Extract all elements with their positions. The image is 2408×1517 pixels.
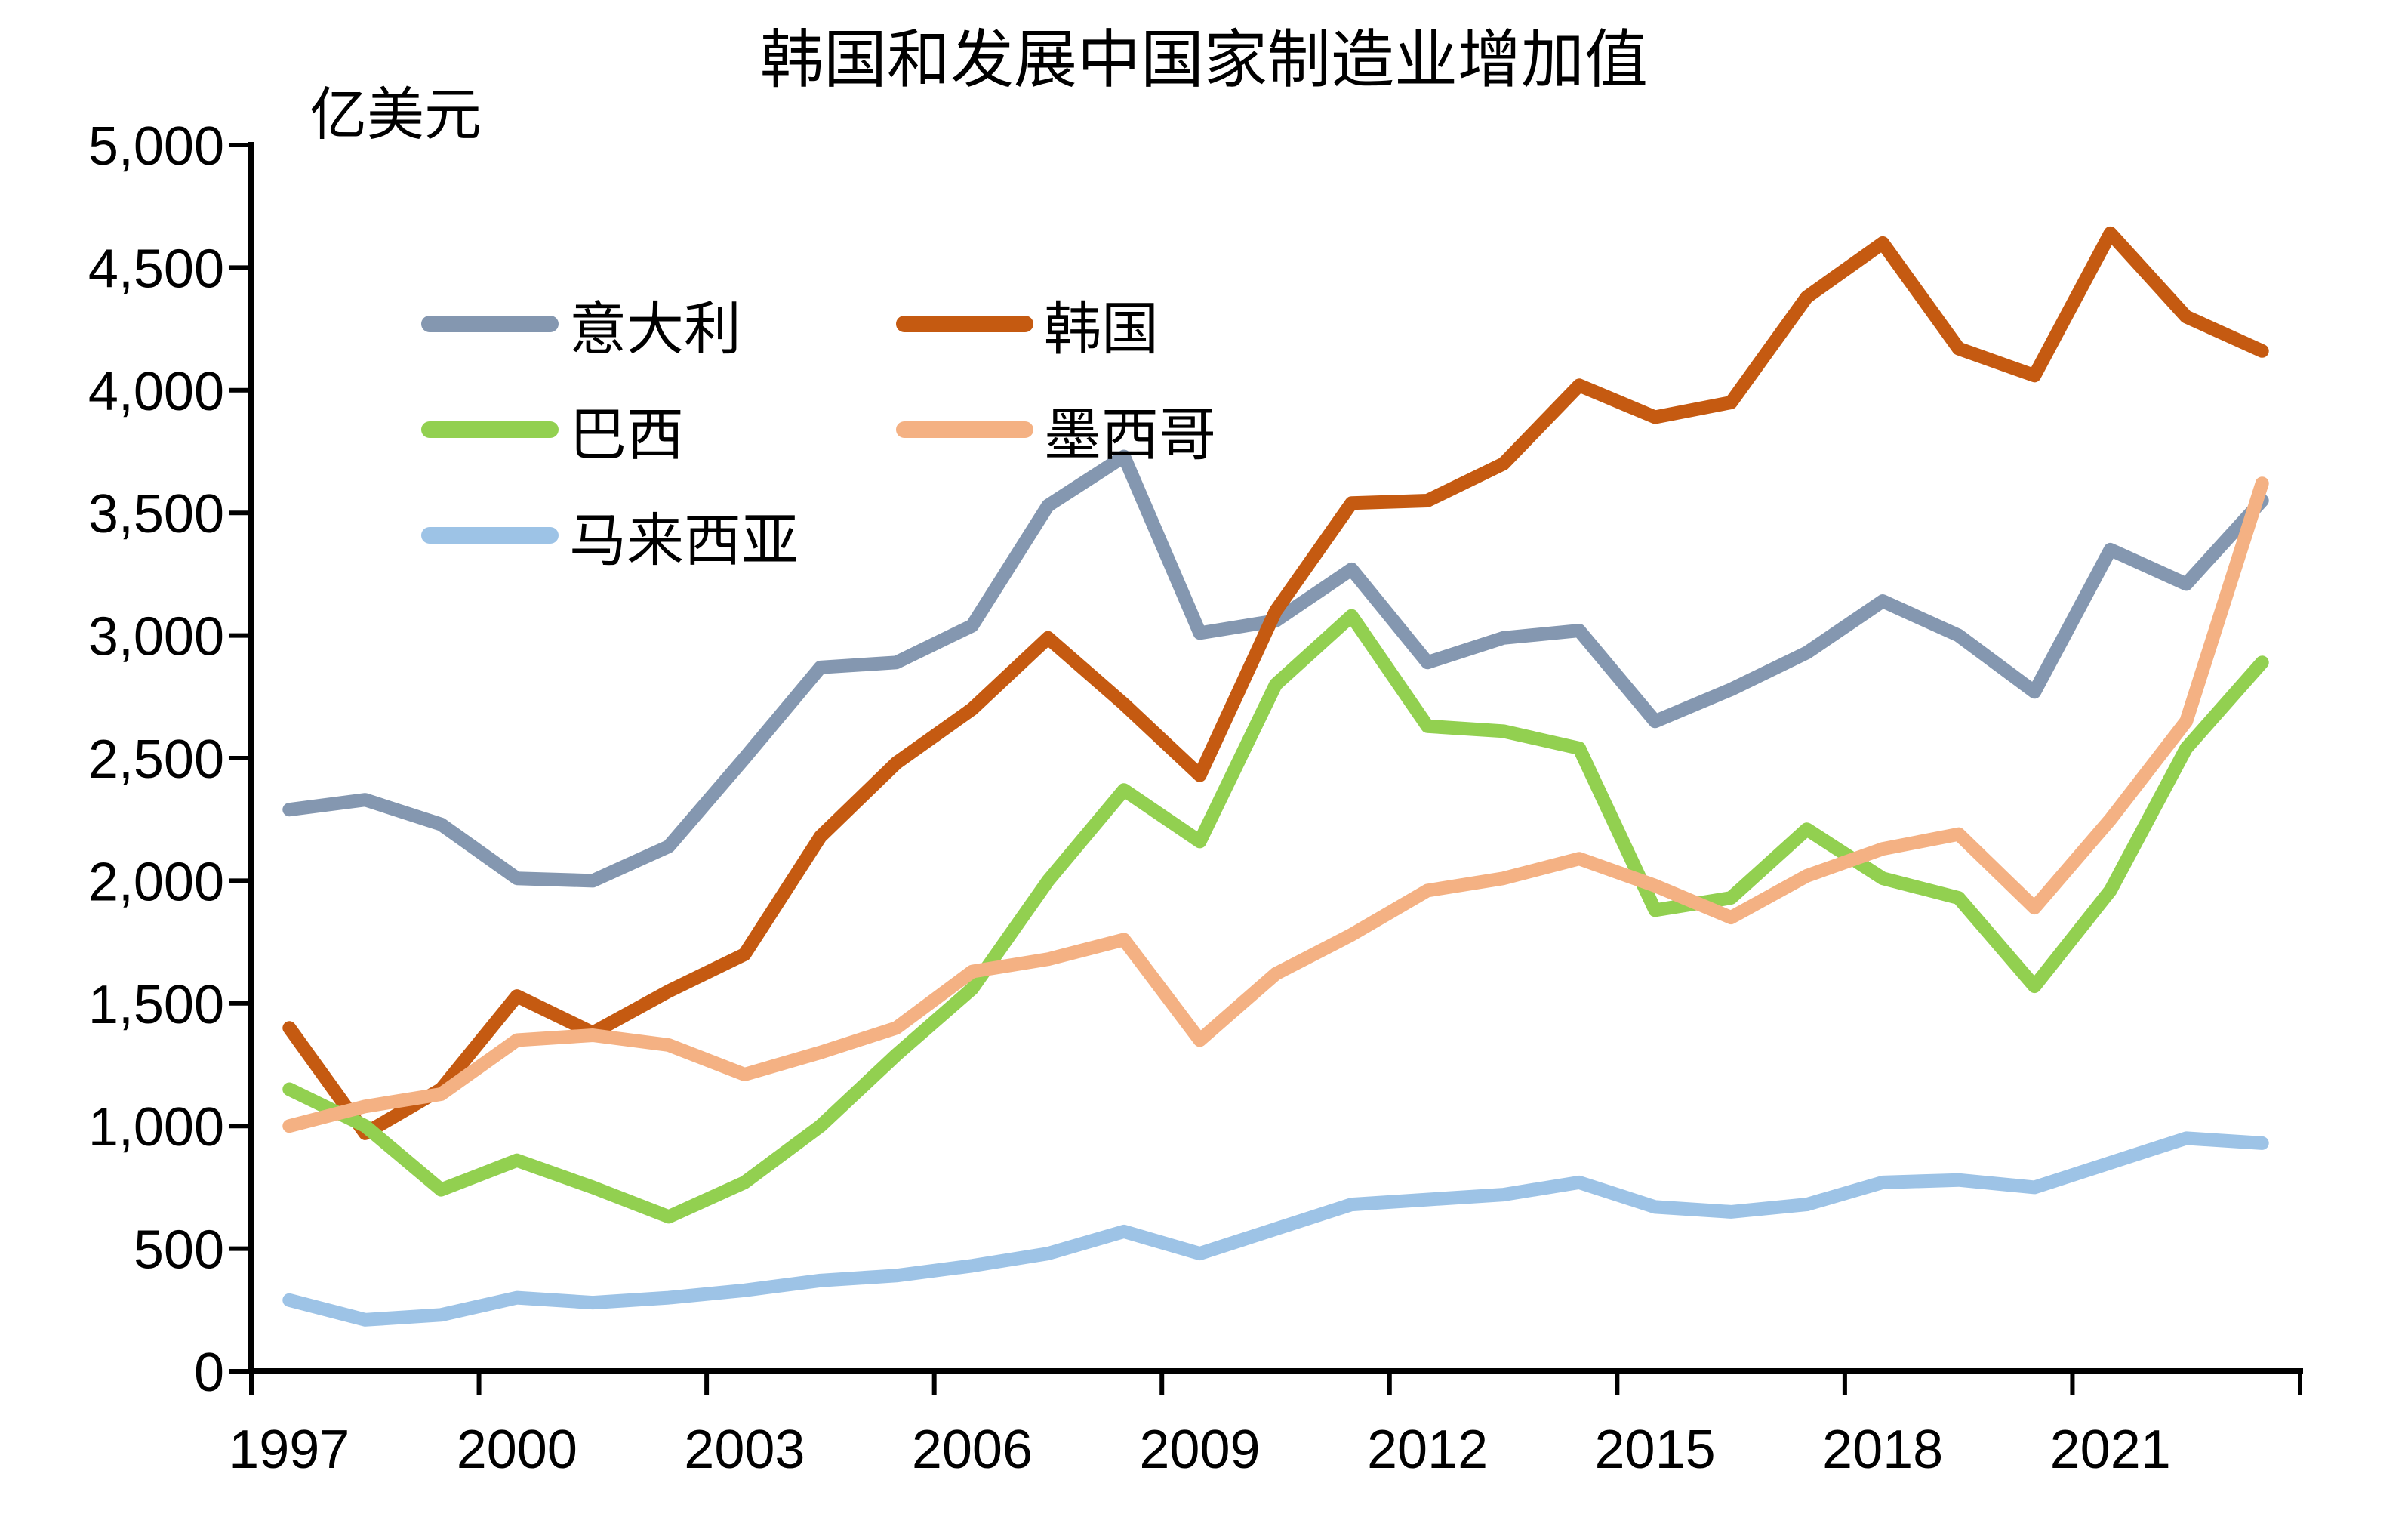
y-tick-label: 3,000 [88,607,224,668]
y-tick-label: 2,500 [88,729,224,790]
y-tick-label: 4,500 [88,239,224,299]
legend-item-italy: 意大利 [421,289,741,362]
x-tick-label: 2009 [1139,1420,1260,1480]
x-tick-label: 2021 [2050,1420,2171,1480]
legend-swatch-italy [421,316,559,332]
legend-label-malaysia: 马来西亚 [569,510,799,573]
legend-swatch-malaysia [421,527,559,544]
legend-label-mexico: 墨西哥 [1044,404,1216,467]
line-brazil [282,609,2269,1224]
x-tick-label: 2003 [684,1420,805,1480]
legend-label-korea: 韩国 [1044,298,1159,362]
y-tick-label: 2,000 [88,852,224,912]
line-malaysia [282,1131,2269,1327]
legend-item-mexico: 墨西哥 [896,395,1216,467]
y-tick-label: 0 [194,1343,224,1403]
y-tick-label: 3,500 [88,484,224,544]
legend-item-brazil: 巴西 [421,395,684,467]
x-tick-label: 2012 [1367,1420,1488,1480]
y-axis-unit-label: 亿美元 [309,84,482,147]
line-mexico [282,476,2269,1133]
legend-item-korea: 韩国 [896,289,1159,362]
line-korea [282,226,2269,1140]
y-tick-label: 5,000 [88,116,224,177]
legend-label-italy: 意大利 [569,298,741,362]
legend-item-malaysia: 马来西亚 [421,501,799,573]
y-tick-label: 1,500 [88,975,224,1035]
x-tick-label: 2015 [1595,1420,1716,1480]
legend-label-brazil: 巴西 [569,404,684,467]
legend-swatch-brazil [421,421,559,438]
x-tick-label: 2018 [1822,1420,1943,1480]
legend-swatch-mexico [896,421,1033,438]
x-tick-label: 1997 [229,1420,349,1480]
legend-swatch-korea [896,316,1033,332]
y-tick-label: 4,000 [88,362,224,422]
y-tick-label: 1,000 [88,1097,224,1158]
x-tick-label: 2006 [912,1420,1033,1480]
y-tick-label: 500 [134,1220,224,1281]
chart-title: 韩国和发展中国家制造业增加值 [759,26,1648,96]
x-tick-label: 2000 [457,1420,577,1480]
